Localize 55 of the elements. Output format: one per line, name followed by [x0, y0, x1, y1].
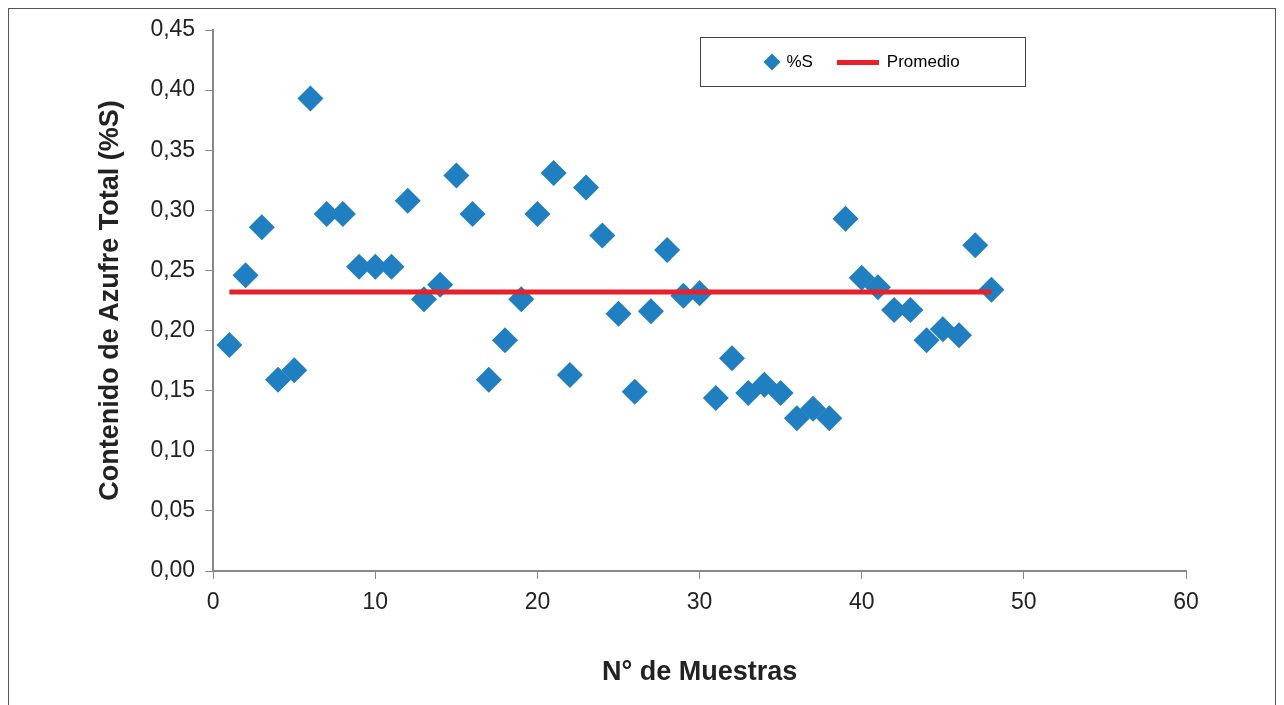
point: [783, 405, 810, 432]
point: [637, 298, 664, 325]
point: [946, 322, 973, 349]
point: [751, 371, 778, 398]
x-tick-label: 60: [1173, 588, 1199, 615]
point: [621, 378, 648, 405]
point: [589, 222, 616, 249]
point: [459, 200, 486, 227]
x-tick-label: 40: [848, 588, 875, 615]
x-axis-title: N° de Muestras: [601, 656, 798, 687]
point: [605, 300, 632, 327]
y-tick-label: 0,00: [150, 556, 196, 583]
point: [265, 366, 292, 393]
y-tick-label: 0,10: [150, 436, 196, 463]
y-tick-label: 0,40: [150, 75, 196, 102]
y-tick-label: 0,05: [150, 496, 196, 523]
point: [913, 327, 940, 354]
point: [735, 380, 762, 407]
point: [848, 264, 875, 291]
point: [540, 160, 567, 187]
point: [443, 162, 470, 189]
y-tick-label: 0,20: [150, 315, 196, 342]
x-tick-label: 10: [362, 588, 389, 615]
point: [297, 85, 324, 112]
point: [573, 174, 600, 201]
point: [719, 345, 746, 372]
x-tick-label: 30: [686, 588, 713, 615]
point: [248, 214, 275, 241]
y-tick-label: 0,25: [150, 255, 196, 282]
point: [232, 262, 259, 289]
legend-label: Promedio: [886, 52, 960, 72]
point: [654, 237, 681, 264]
x-tick-label: 0: [206, 588, 220, 615]
point: [475, 366, 502, 393]
point: [556, 362, 583, 389]
y-tick-label: 0,15: [150, 376, 196, 403]
point: [962, 232, 989, 259]
y-tick-label: 0,30: [150, 195, 196, 222]
y-axis-title: Contenido de Azufre Total (%S): [93, 100, 124, 501]
point: [394, 187, 421, 214]
point: [702, 384, 729, 411]
point: [216, 331, 243, 358]
point: [929, 316, 956, 343]
legend-label: %S: [786, 52, 813, 72]
x-tick-label: 50: [1011, 588, 1037, 615]
point: [492, 327, 519, 354]
point: [524, 200, 551, 227]
point: [832, 205, 859, 232]
x-tick-label: 20: [524, 588, 551, 615]
y-tick-label: 0,45: [150, 15, 196, 42]
point: [816, 405, 843, 432]
y-tick-label: 0,35: [150, 135, 196, 162]
point: [281, 357, 308, 384]
point: [800, 395, 827, 422]
point: [767, 380, 794, 407]
